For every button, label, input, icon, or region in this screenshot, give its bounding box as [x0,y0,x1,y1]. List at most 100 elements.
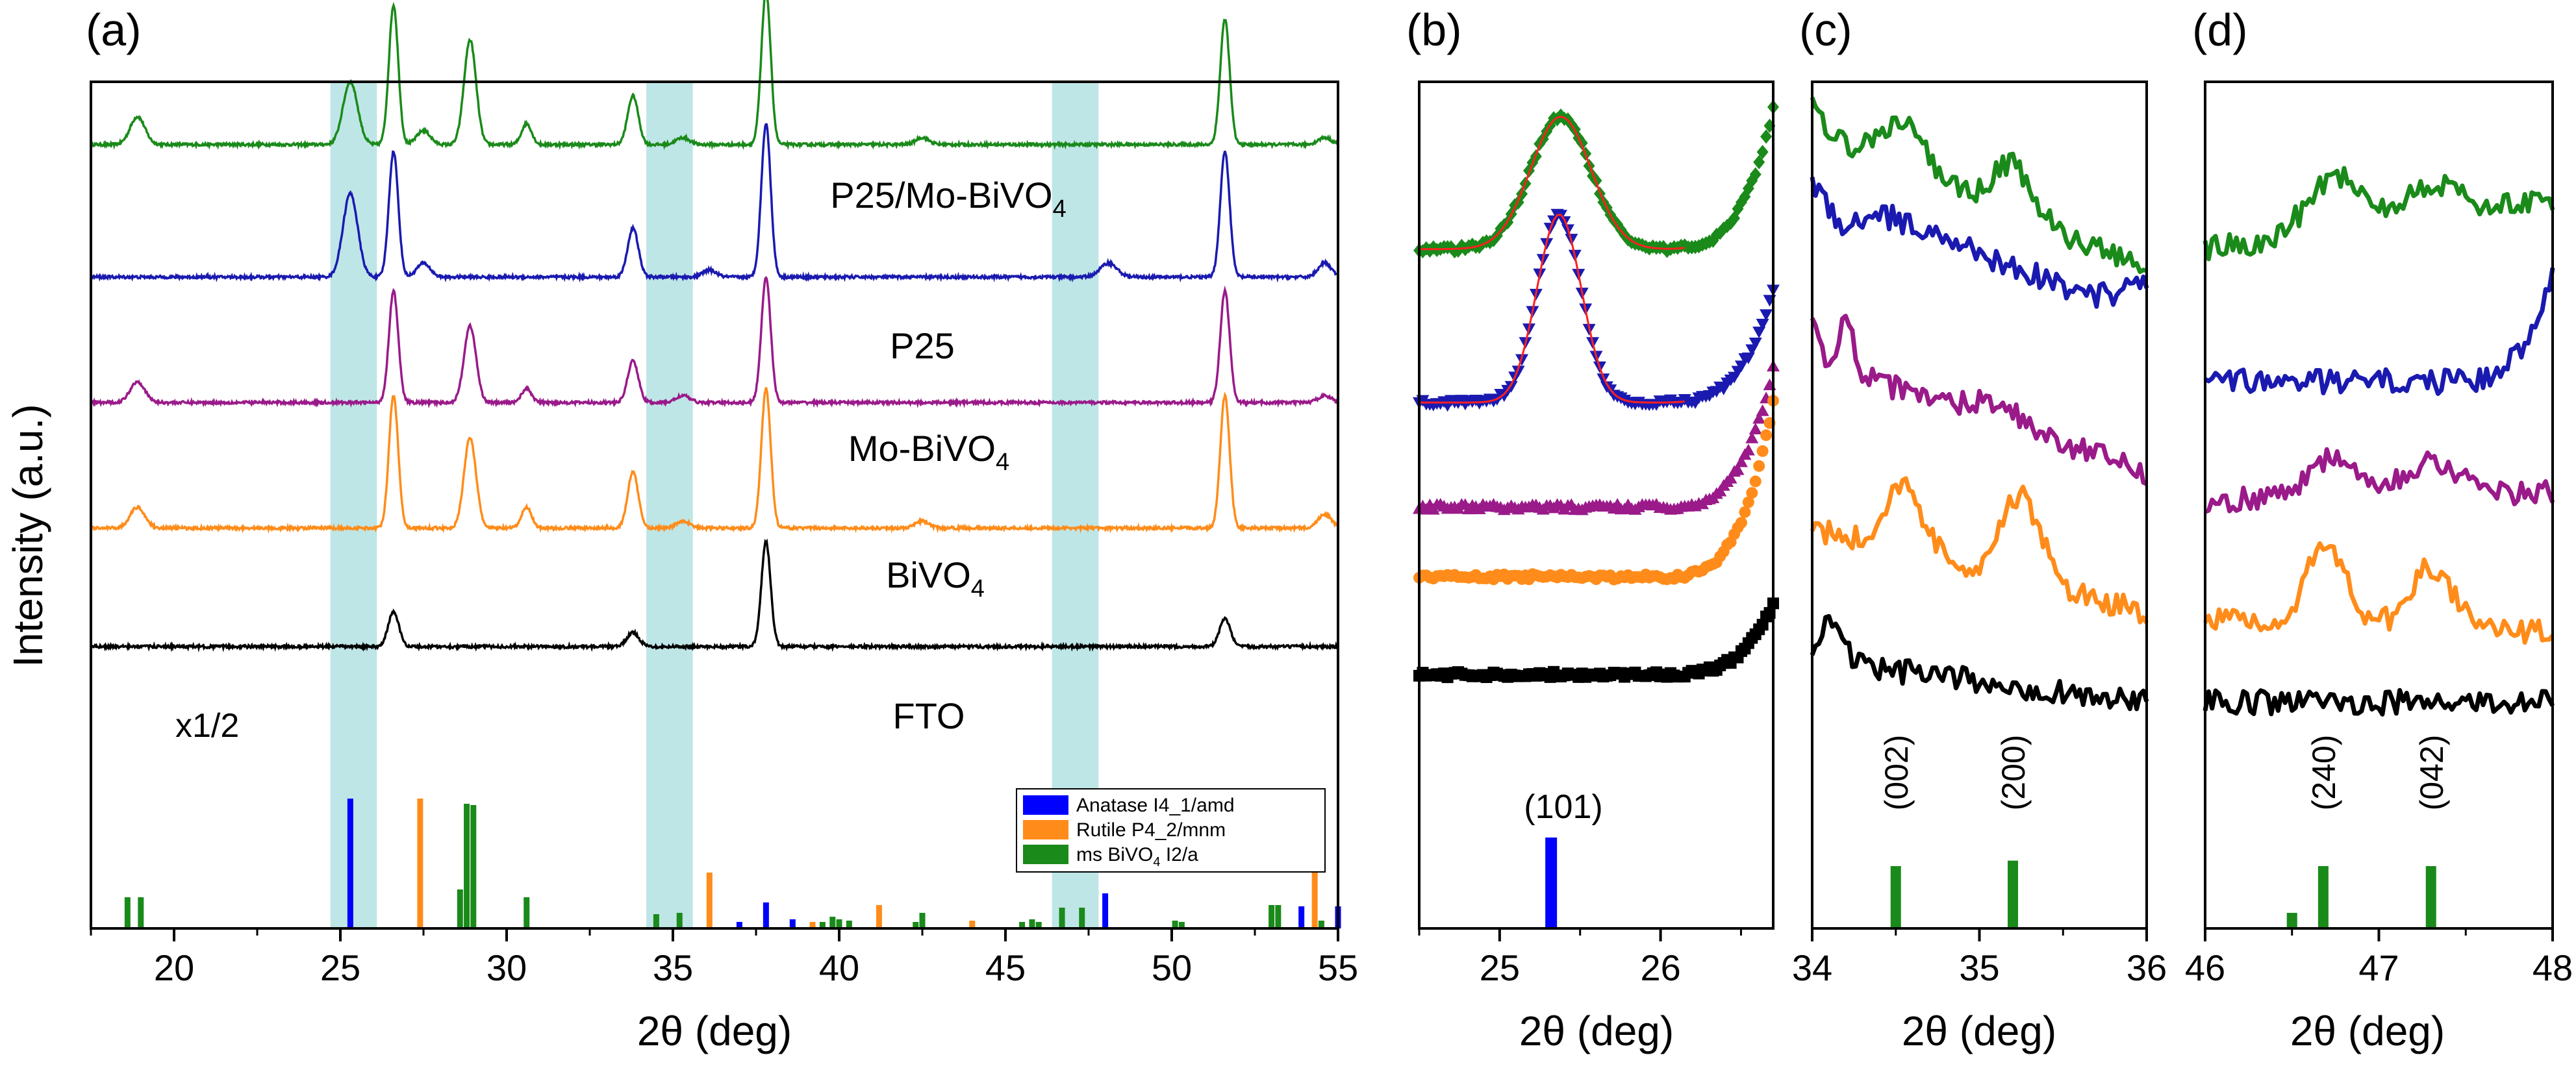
reference-bar [913,922,919,928]
peak-label: (240) [2306,735,2342,811]
data-point [1760,429,1773,441]
reference-bar [2425,866,2436,928]
reference-bar [124,897,131,928]
y-axis-label: Intensity (a.u.) [5,404,51,667]
reference-bar [763,902,769,928]
xrd-detail-BiVO4 [1810,476,2149,625]
reference-bar [464,804,470,928]
reference-bar [457,889,463,928]
reference-bar [809,922,816,928]
reference-bar [2008,860,2018,928]
gaussian-fit-line [1419,116,1685,251]
reference-bar [969,921,976,928]
reference-bar [138,897,144,928]
data-point [1742,496,1754,508]
reference-bar [876,905,882,928]
data-point [1735,517,1747,529]
data-point [1741,443,1755,456]
x-tick-label: 35 [653,947,693,988]
reference-bar [1102,893,1109,928]
reference-bar [1079,908,1085,928]
legend-suffix: I2/a [1160,844,1198,865]
data-point [1731,463,1745,475]
xrd-detail-BiVO4 [2203,541,2555,645]
x-tick-label: 36 [2127,947,2167,988]
reference-bar [1298,906,1305,928]
peak-label: (002) [1878,735,1915,811]
data-point [1756,145,1769,160]
legend-entry: Anatase I4_1/amd [1076,795,1235,816]
x-tick-label: 30 [486,947,527,988]
data-point [1760,129,1773,144]
x-tick-label: 50 [1152,947,1192,988]
data-point [1511,366,1525,378]
reference-bar [1890,866,1901,928]
reference-bar [417,799,423,928]
x-tick-label: 48 [2532,947,2573,988]
axes-layer: 20 25 30 35 40 45 50 55 25 26 34 35 36 46 47 48 [90,81,2573,988]
reference-bar [470,805,477,928]
data-point [1753,460,1765,472]
reference-bar [1029,919,1035,928]
reference-bar [836,919,842,928]
data-point [1558,216,1571,229]
panel-label-d: (d) [2192,5,2248,55]
xrd-pattern-BiVO4 [90,387,1338,534]
series-label: Mo-BiVO4 [848,428,1009,476]
xrd-detail-P25/Mo-BiVO4 [1810,97,2147,274]
reference-bar [706,873,713,928]
panel-label-b: (b) [1406,5,1462,55]
reference-bar [1311,861,1318,928]
reference-bar [819,922,826,928]
x-axis-label-b: 2θ (deg) [1519,1008,1674,1054]
xrd-pattern-Mo-BiVO4 [90,276,1338,409]
reference-bar [1269,905,1275,928]
xrd-detail-FTO [2203,688,2555,717]
x-tick-label: 45 [985,947,1026,988]
reference-bar [736,922,742,928]
reference-bar [829,917,836,928]
reference-bar [2286,913,2297,928]
data-point [1597,373,1610,386]
reference-bar [1318,921,1324,928]
scale-annotation: x1/2 [175,707,239,745]
series-label: P25/Mo-BiVO4 [830,175,1066,223]
x-tick-label: 34 [1792,947,1832,988]
xrd-detail-Mo-BiVO4 [1810,314,2148,486]
peak-label: (200) [1995,735,2032,811]
reference-bar [1059,908,1065,928]
subscript: 4 [1153,855,1160,869]
reference-bar [676,913,683,928]
series-label: BiVO4 [886,554,985,602]
reference-bar [347,799,353,928]
legend-swatch [1023,795,1068,815]
x-tick-label: 26 [1640,947,1680,988]
data-point [1504,380,1518,393]
data-layer: P25/Mo-BiVO4 P25 Mo-BiVO4 BiVO4 FTO Anatase I… [90,0,2555,928]
x-tick-label: 25 [320,947,360,988]
x-tick-label: 40 [819,947,859,988]
gaussian-fit-line [1419,214,1685,404]
reference-bar [1035,922,1042,928]
x-tick-label: 46 [2185,947,2225,988]
legend-swatch [1023,845,1068,864]
peak-label: (042) [2414,735,2450,811]
xrd-detail-P25 [1810,177,2149,309]
reference-bar [846,921,852,928]
data-point [1753,155,1765,169]
reference-bar [653,914,659,928]
x-tick-label: 35 [1959,947,1999,988]
data-point [1745,431,1759,443]
data-point [1756,318,1769,330]
x-tick-label: 47 [2358,947,2399,988]
xrd-pattern-P25 [90,123,1338,283]
peak-label-101: (101) [1524,788,1602,826]
reference-bar [1545,838,1558,928]
highlight-bands [330,82,1099,928]
data-point [1760,309,1773,321]
reference-bar [919,913,926,928]
data-point [1749,338,1762,350]
reference-bar [2317,866,2329,928]
series-label: P25 [890,325,955,366]
